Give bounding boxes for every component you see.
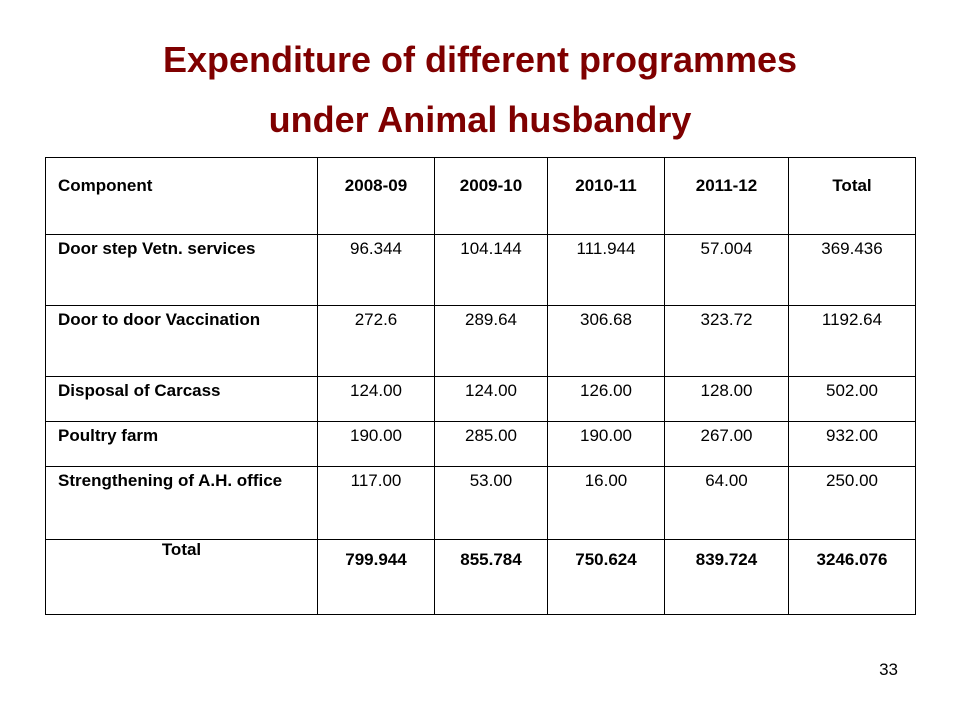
value-cell: 64.00 — [664, 466, 789, 540]
value-cell: 117.00 — [317, 466, 435, 540]
value-cell: 289.64 — [434, 305, 548, 377]
value-cell: 128.00 — [664, 376, 789, 422]
value-cell: 190.00 — [317, 421, 435, 467]
value-cell: 250.00 — [788, 466, 916, 540]
value-cell: 53.00 — [434, 466, 548, 540]
total-value-cell: 855.784 — [434, 539, 548, 615]
table-row: Strengthening of A.H. office 117.00 53.0… — [45, 466, 916, 540]
value-cell: 306.68 — [547, 305, 665, 377]
header-cell: 2008-09 — [317, 157, 435, 235]
total-value-cell: 750.624 — [547, 539, 665, 615]
slide-title: Expenditure of different programmes unde… — [0, 30, 960, 150]
value-cell: 126.00 — [547, 376, 665, 422]
expenditure-table: Component 2008-09 2009-10 2010-11 2011-1… — [45, 157, 916, 615]
value-cell: 502.00 — [788, 376, 916, 422]
total-value-cell: 839.724 — [664, 539, 789, 615]
value-cell: 267.00 — [664, 421, 789, 467]
value-cell: 932.00 — [788, 421, 916, 467]
page-number: 33 — [879, 660, 898, 679]
total-value-cell: 3246.076 — [788, 539, 916, 615]
total-label-cell: Total — [45, 539, 318, 615]
table-row: Disposal of Carcass 124.00 124.00 126.00… — [45, 376, 916, 422]
value-cell: 16.00 — [547, 466, 665, 540]
value-cell: 285.00 — [434, 421, 548, 467]
header-cell: 2009-10 — [434, 157, 548, 235]
value-cell: 57.004 — [664, 234, 789, 306]
header-cell: 2010-11 — [547, 157, 665, 235]
value-cell: 96.344 — [317, 234, 435, 306]
value-cell: 124.00 — [317, 376, 435, 422]
value-cell: 369.436 — [788, 234, 916, 306]
table-header-row: Component 2008-09 2009-10 2010-11 2011-1… — [45, 157, 916, 235]
component-cell: Door to door Vaccination — [45, 305, 318, 377]
component-cell: Disposal of Carcass — [45, 376, 318, 422]
value-cell: 323.72 — [664, 305, 789, 377]
table-row: Poultry farm 190.00 285.00 190.00 267.00… — [45, 421, 916, 467]
header-cell: 2011-12 — [664, 157, 789, 235]
component-cell: Poultry farm — [45, 421, 318, 467]
table-row: Door step Vetn. services 96.344 104.144 … — [45, 234, 916, 306]
value-cell: 272.6 — [317, 305, 435, 377]
header-cell: Component — [45, 157, 318, 235]
value-cell: 190.00 — [547, 421, 665, 467]
title-line-2: under Animal husbandry — [268, 99, 692, 140]
value-cell: 111.944 — [547, 234, 665, 306]
value-cell: 1192.64 — [788, 305, 916, 377]
value-cell: 104.144 — [434, 234, 548, 306]
component-cell: Strengthening of A.H. office — [45, 466, 318, 540]
table-total-row: Total 799.944 855.784 750.624 839.724 32… — [45, 539, 916, 615]
header-cell: Total — [788, 157, 916, 235]
component-cell: Door step Vetn. services — [45, 234, 318, 306]
table-row: Door to door Vaccination 272.6 289.64 30… — [45, 305, 916, 377]
total-value-cell: 799.944 — [317, 539, 435, 615]
title-line-1: Expenditure of different programmes — [162, 39, 798, 80]
value-cell: 124.00 — [434, 376, 548, 422]
